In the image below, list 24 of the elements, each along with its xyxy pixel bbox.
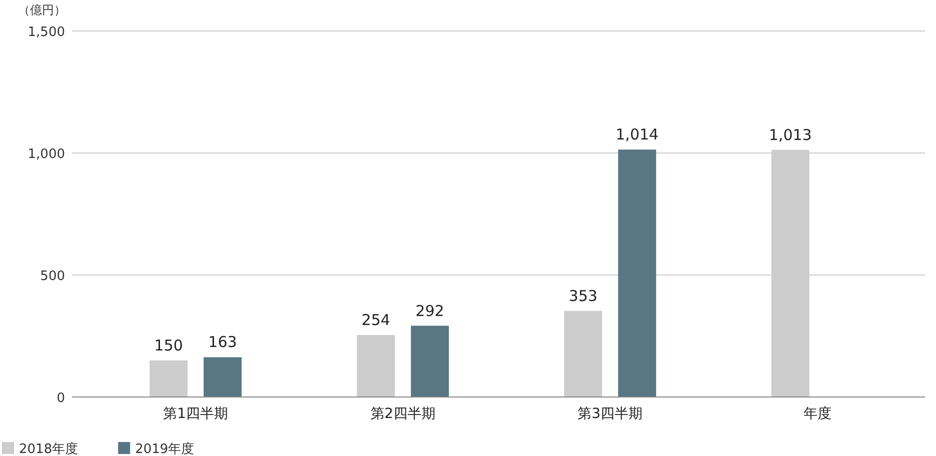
x-tick-label: 年度 [803, 406, 832, 422]
bar [564, 310, 602, 397]
data-label: 292 [416, 302, 444, 320]
data-label: 1,014 [616, 126, 659, 144]
bar [356, 335, 395, 397]
data-label: 353 [568, 286, 598, 305]
data-label: 254 [362, 311, 390, 330]
legend-label: 2019年度 [135, 441, 194, 456]
bar [410, 326, 449, 397]
x-tick-label: 第1四半期 [163, 406, 228, 422]
bar [204, 357, 242, 397]
y-tick-label: 500 [40, 269, 65, 284]
bar [150, 360, 188, 397]
y-axis-title: （億円） [18, 3, 66, 17]
legend-label: 2018年度 [19, 441, 78, 456]
data-label: 150 [154, 336, 183, 354]
bar [618, 150, 656, 397]
y-tick-label: 1,000 [28, 147, 65, 162]
data-label: 1,013 [768, 126, 812, 144]
y-tick-label: 1,500 [28, 25, 65, 40]
y-tick-label: 0 [56, 391, 65, 406]
x-tick-label: 第3四半期 [578, 406, 643, 422]
data-label: 163 [208, 333, 237, 352]
x-tick-label: 第2四半期 [370, 406, 436, 422]
